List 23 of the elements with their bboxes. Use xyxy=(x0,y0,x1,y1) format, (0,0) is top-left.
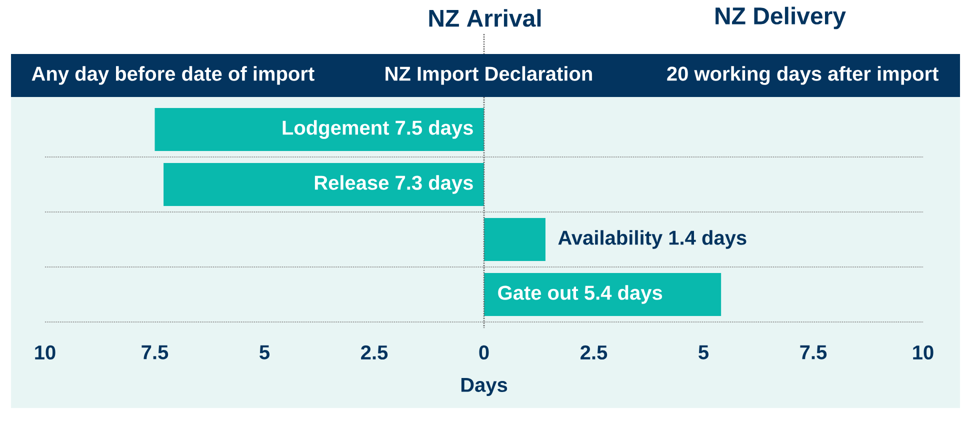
bar xyxy=(164,163,484,206)
x-tick-label: 10 xyxy=(913,345,934,360)
data-label: Release 7.3 days xyxy=(314,175,473,194)
x-tick-label: 7.5 xyxy=(800,345,827,360)
x-axis-title: Days xyxy=(461,378,508,396)
x-tick-label: 5 xyxy=(698,345,709,360)
data-label: Availability 1.4 days xyxy=(558,230,746,249)
text: NZ Import Declaration xyxy=(386,66,592,85)
x-tick-label: 7.5 xyxy=(142,345,168,360)
text: Any day before date of import xyxy=(32,66,314,85)
x-tick-label: 10 xyxy=(35,345,56,360)
text: NZ Delivery xyxy=(716,6,846,30)
bar xyxy=(484,218,546,261)
x-tick-label: 5 xyxy=(260,345,270,360)
x-tick-label: 2.5 xyxy=(361,345,388,360)
text: 20 working days after import xyxy=(667,66,938,85)
text: NZ Arrival xyxy=(429,9,541,27)
data-label: Lodgement 7.5 days xyxy=(282,120,473,139)
bar xyxy=(154,108,484,151)
data-label: Gate out 5.4 days xyxy=(498,285,662,304)
bar xyxy=(484,273,722,316)
x-tick-label: 2.5 xyxy=(580,345,608,360)
x-tick-label: 0 xyxy=(479,345,489,360)
